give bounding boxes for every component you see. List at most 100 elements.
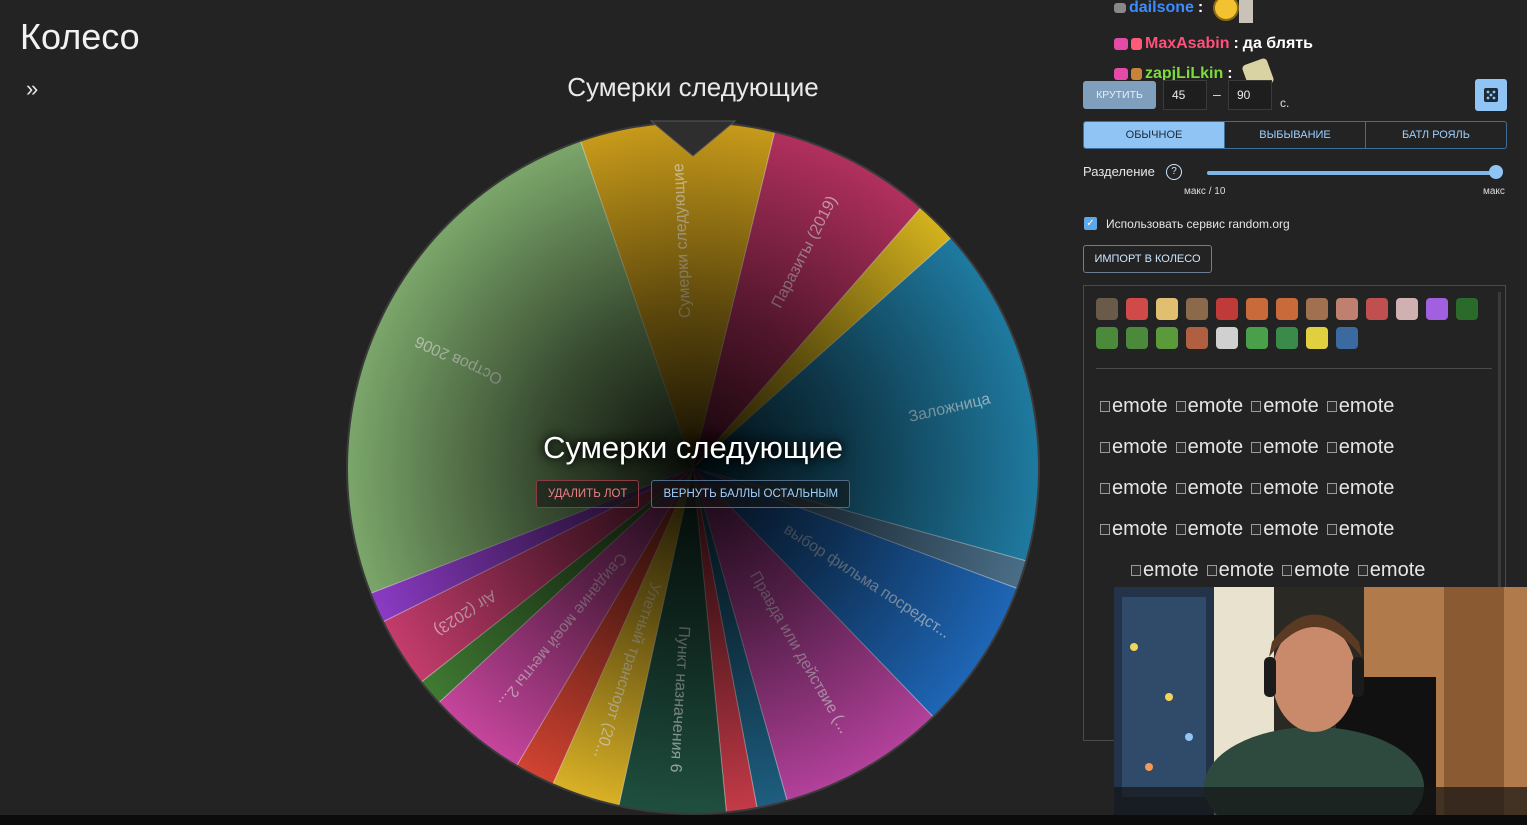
emote-row: emote emote emote emote — [1100, 550, 1480, 591]
broken-image-icon — [1251, 442, 1262, 453]
emote-icon[interactable] — [1096, 298, 1118, 320]
emote-item[interactable]: emote — [1100, 395, 1168, 418]
emote-item[interactable]: emote — [1251, 477, 1319, 500]
broken-image-icon — [1326, 483, 1337, 494]
tab-normal[interactable]: ОБЫЧНОЕ — [1084, 122, 1224, 148]
broken-image-icon — [1251, 401, 1262, 412]
emote-item[interactable]: emote — [1206, 559, 1274, 582]
import-to-wheel-button[interactable]: ИМПОРТ В КОЛЕСО — [1083, 245, 1212, 273]
min-time-input[interactable] — [1163, 80, 1207, 110]
split-slider-thumb[interactable] — [1489, 165, 1503, 179]
emote-row: emote emote emote emote — [1100, 427, 1480, 468]
emote-item[interactable]: emote — [1175, 518, 1243, 541]
sub-badge-icon — [1114, 68, 1128, 80]
emote-row: emote emote emote emote — [1100, 509, 1480, 550]
emote-icon[interactable] — [1306, 327, 1328, 349]
wheel-heading: Сумерки следующие — [567, 72, 819, 102]
emote-scrollbar[interactable] — [1498, 292, 1501, 732]
broken-image-icon — [1326, 442, 1337, 453]
emote-icon[interactable] — [1336, 298, 1358, 320]
emote-item[interactable]: emote — [1251, 518, 1319, 541]
emote-item[interactable]: emote — [1326, 518, 1394, 541]
emote-item[interactable]: emote — [1100, 518, 1168, 541]
emote-icon[interactable] — [1216, 327, 1238, 349]
emote-icon[interactable] — [1156, 327, 1178, 349]
emote-icon[interactable] — [1306, 298, 1328, 320]
slider-min-label: макс / 10 — [1184, 186, 1226, 197]
expand-sidebar-button[interactable]: » — [26, 76, 39, 101]
broken-image-icon — [1100, 401, 1110, 412]
emote-item[interactable]: emote — [1282, 559, 1350, 582]
emote-item[interactable]: emote — [1175, 395, 1243, 418]
broken-image-icon — [1100, 483, 1110, 494]
emote-icon[interactable] — [1426, 298, 1448, 320]
broken-image-icon — [1175, 524, 1186, 535]
chat-message: zapjLiLkin : — [1114, 57, 1275, 91]
broken-image-icon — [1326, 401, 1337, 412]
emote-icon[interactable] — [1096, 327, 1118, 349]
sub-badge-icon — [1114, 38, 1128, 50]
time-unit: с. — [1280, 96, 1290, 110]
emote-icon[interactable] — [1186, 298, 1208, 320]
emote-item[interactable]: emote — [1175, 436, 1243, 459]
emote-item[interactable]: emote — [1100, 436, 1168, 459]
random-org-checkbox[interactable]: ✓ — [1084, 217, 1097, 230]
emote-icon[interactable] — [1366, 298, 1388, 320]
random-duration-button[interactable] — [1475, 79, 1507, 111]
emote-icon[interactable] — [1126, 327, 1148, 349]
question-circle-icon[interactable]: ? — [1166, 164, 1182, 180]
spin-button[interactable]: КРУТИТЬ — [1083, 81, 1156, 109]
emote-icon[interactable] — [1246, 298, 1268, 320]
emote-divider — [1096, 368, 1492, 369]
max-time-input[interactable] — [1228, 80, 1272, 110]
broken-image-icon — [1100, 524, 1110, 535]
wheel-pointer-icon — [649, 120, 737, 157]
delete-lot-button[interactable]: УДАЛИТЬ ЛОТ — [535, 480, 640, 508]
broken-image-icon — [1206, 565, 1217, 576]
emote-icon[interactable] — [1396, 298, 1418, 320]
wheel-svg: Сумерки следующиеПаразиты (2019)Заложниц… — [346, 120, 1040, 815]
emote-item[interactable]: emote — [1251, 395, 1319, 418]
emote-icon[interactable] — [1276, 298, 1298, 320]
emote-icon[interactable] — [1246, 327, 1268, 349]
broken-image-icon — [1251, 483, 1262, 494]
emote-item[interactable]: emote — [1251, 436, 1319, 459]
broken-image-icon — [1251, 524, 1262, 535]
gift-badge-icon — [1131, 68, 1142, 80]
emote-palette — [1096, 298, 1486, 349]
chat-username: MaxAsabin — [1145, 35, 1230, 52]
emote-item[interactable]: emote — [1175, 477, 1243, 500]
return-points-button[interactable]: ВЕРНУТЬ БАЛЛЫ ОСТАЛЬНЫМ — [651, 480, 851, 508]
emote-icon[interactable] — [1216, 298, 1238, 320]
emote-item[interactable]: emote — [1326, 395, 1394, 418]
emote-icon[interactable] — [1456, 298, 1478, 320]
emote-item[interactable]: emote — [1131, 559, 1199, 582]
chat-overlay: dailsone : MaxAsabin : да блять zapjLiLk… — [1114, 0, 1374, 92]
emote-item[interactable]: emote — [1326, 436, 1394, 459]
emote-row: emote emote emote emote — [1100, 468, 1480, 509]
emote-item[interactable]: emote — [1100, 477, 1168, 500]
emote-icon[interactable] — [1336, 327, 1358, 349]
chat-username: zapjLiLkin — [1145, 65, 1224, 82]
emote-icon[interactable] — [1126, 298, 1148, 320]
winner-box: Сумерки следующие УДАЛИТЬ ЛОТ ВЕРНУТЬ БА… — [493, 430, 893, 508]
wheel-center-shade — [347, 122, 1039, 814]
broken-image-icon — [1175, 442, 1186, 453]
random-org-label: Использовать сервис random.org — [1106, 217, 1290, 231]
tab-elimination[interactable]: ВЫБЫВАНИЕ — [1224, 122, 1365, 148]
emote-icon[interactable] — [1276, 327, 1298, 349]
mode-tabs: ОБЫЧНОЕ ВЫБЫВАНИЕ БАТЛ РОЯЛЬ — [1083, 121, 1507, 149]
broken-image-icon — [1282, 565, 1293, 576]
emote-item[interactable]: emote — [1357, 559, 1425, 582]
wheel[interactable]: Сумерки следующиеПаразиты (2019)Заложниц… — [343, 118, 1043, 818]
emote-item[interactable]: emote — [1326, 477, 1394, 500]
tab-battle-royale[interactable]: БАТЛ РОЯЛЬ — [1365, 122, 1506, 148]
slider-max-label: макс — [1483, 186, 1505, 197]
split-slider[interactable] — [1207, 171, 1497, 175]
split-label: Разделение — [1083, 164, 1155, 179]
emote-row: emote emote emote emote — [1100, 386, 1480, 427]
broken-image-icon — [1357, 565, 1368, 576]
chat-message: MaxAsabin : да блять — [1114, 32, 1313, 56]
emote-icon[interactable] — [1156, 298, 1178, 320]
emote-icon[interactable] — [1186, 327, 1208, 349]
